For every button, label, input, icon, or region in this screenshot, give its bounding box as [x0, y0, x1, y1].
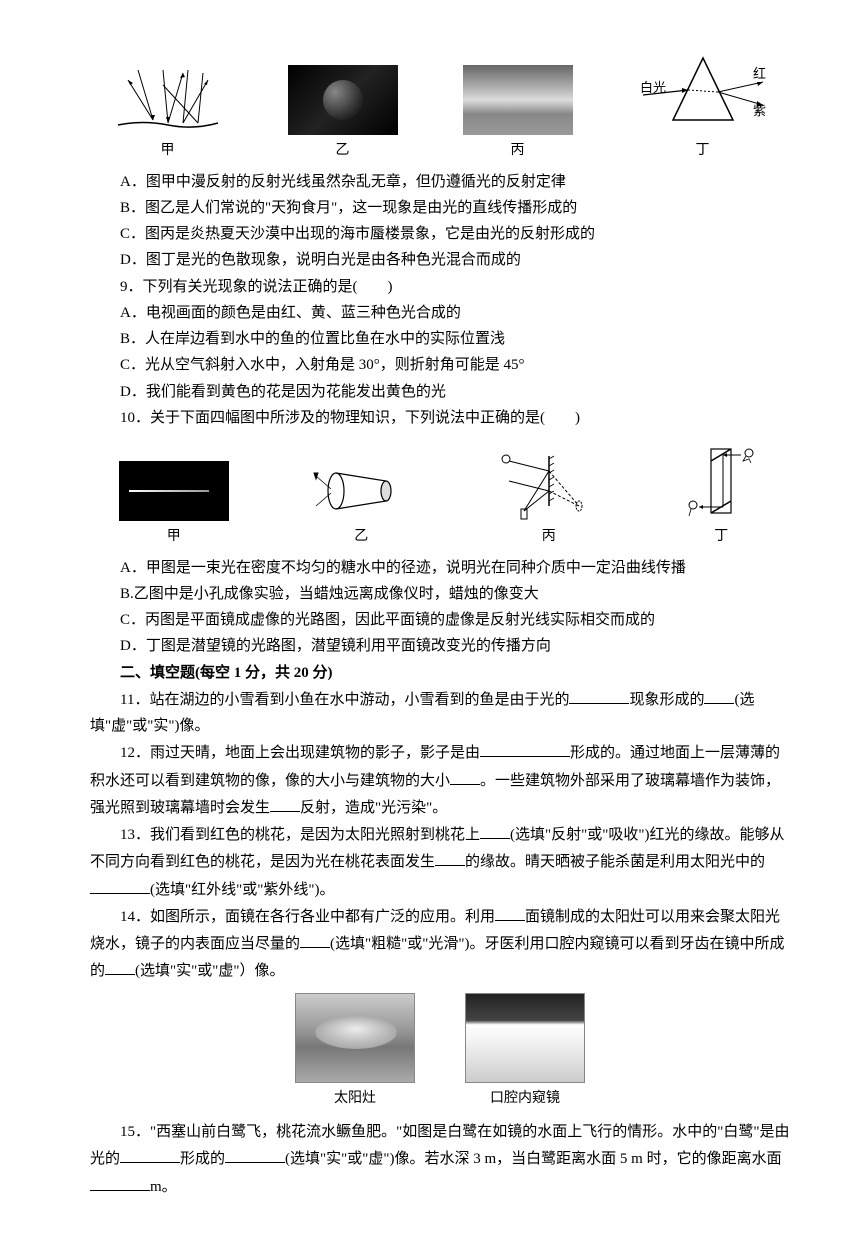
- q10-option-b: B.乙图中是小孔成像实验，当蜡烛远离成像仪时，蜡烛的像变大: [90, 581, 790, 607]
- periscope-icon: [681, 441, 761, 521]
- q10-label-ding: 丁: [714, 525, 728, 550]
- prism-label-violet: 紫: [753, 103, 766, 118]
- q15-blank3[interactable]: [90, 1173, 150, 1191]
- sugar-water-light-icon: [119, 461, 229, 521]
- q10-figure-bing: 丙: [494, 451, 604, 550]
- q14-p4: (选填"实"或"虚"）像。: [135, 963, 285, 979]
- diffuse-reflection-icon: [113, 65, 223, 135]
- figure-label-yi: 乙: [336, 139, 350, 164]
- q11-text: 11．站在湖边的小雪看到小鱼在水中游动，小雪看到的鱼是由于光的现象形成的(选填"…: [90, 686, 790, 740]
- q13-p3: 的缘故。晴天晒被子能杀菌是利用太阳光中的: [465, 854, 765, 870]
- solar-cooker-icon: [295, 993, 415, 1083]
- figure-label-bing: 丙: [511, 139, 525, 164]
- q8-option-d: D．图丁是光的色散现象，说明白光是由各种色光混合而成的: [90, 247, 790, 273]
- q10-stem: 10．关于下面四幅图中所涉及的物理知识，下列说法中正确的是( ): [90, 405, 790, 431]
- q14-figure-dental: 口腔内窥镜: [465, 993, 585, 1112]
- q11-p2: 现象形成的: [629, 692, 704, 708]
- q8-option-b: B．图乙是人们常说的"天狗食月"，这一现象是由光的直线传播形成的: [90, 195, 790, 221]
- q9-option-d: D．我们能看到黄色的花是因为花能发出黄色的光: [90, 379, 790, 405]
- q9-option-b: B．人在岸边看到水中的鱼的位置比鱼在水中的实际位置浅: [90, 326, 790, 352]
- plane-mirror-icon: [494, 451, 604, 521]
- q9-stem: 9．下列有关光现象的说法正确的是( ): [90, 274, 790, 300]
- q14-label-dental: 口腔内窥镜: [490, 1087, 560, 1112]
- figure-jia: 甲: [113, 65, 223, 164]
- q15-text: 15．"西塞山前白鹭飞，桃花流水鳜鱼肥。"如图是白鹭在如镜的水面上飞行的情形。水…: [90, 1119, 790, 1200]
- figure-ding: 白光 红 紫 丁: [638, 50, 768, 164]
- figure-row-q10: 甲 乙: [90, 441, 790, 550]
- q13-blank2[interactable]: [435, 848, 465, 866]
- q15-p4: m。: [150, 1179, 177, 1195]
- q15-p2: 形成的: [180, 1151, 225, 1167]
- q9-option-a: A．电视画面的颜色是由红、黄、蓝三种色光合成的: [90, 300, 790, 326]
- q8-option-a: A．图甲中漫反射的反射光线虽然杂乱无章，但仍遵循光的反射定律: [90, 169, 790, 195]
- q15-p3: (选填"实"或"虚")像。若水深 3 m，当白鹭距离水面 5 m 时，它的像距离…: [285, 1151, 782, 1167]
- q13-p1: 13．我们看到红色的桃花，是因为太阳光照射到桃花上: [120, 827, 480, 843]
- q10-label-bing: 丙: [542, 525, 556, 550]
- q10-option-a: A．甲图是一束光在密度不均匀的糖水中的径迹，说明光在同种介质中一定沿曲线传播: [90, 555, 790, 581]
- q14-figure-solar: 太阳灶: [295, 993, 415, 1112]
- q10-figure-jia: 甲: [119, 461, 229, 550]
- q12-blank1[interactable]: [480, 739, 570, 757]
- q14-blank2[interactable]: [300, 930, 330, 948]
- figure-row-q14: 太阳灶 口腔内窥镜: [90, 993, 790, 1112]
- q12-blank3[interactable]: [270, 794, 300, 812]
- q8-option-c: C．图丙是炎热夏天沙漠中出现的海市蜃楼景象，它是由光的反射形成的: [90, 221, 790, 247]
- mirage-sky-icon: [463, 65, 573, 135]
- prism-dispersion-icon: 白光 红 紫: [638, 50, 768, 135]
- q15-blank1[interactable]: [120, 1145, 180, 1163]
- prism-label-red: 红: [753, 66, 766, 81]
- figure-yi: 乙: [288, 65, 398, 164]
- q14-blank1[interactable]: [495, 903, 525, 921]
- q10-figure-ding: 丁: [681, 441, 761, 550]
- q11-blank2[interactable]: [704, 686, 734, 704]
- pinhole-camera-icon: [306, 461, 416, 521]
- q12-p4: 反射，造成"光污染"。: [300, 800, 447, 816]
- q10-option-c: C．丙图是平面镜成虚像的光路图，因此平面镜的虚像是反射光线实际相交而成的: [90, 607, 790, 633]
- q12-text: 12．雨过天晴，地面上会出现建筑物的影子，影子是由形成的。通过地面上一层薄薄的积…: [90, 739, 790, 821]
- q13-p4: (选填"红外线"或"紫外线")。: [150, 882, 334, 898]
- q9-option-c: C．光从空气斜射入水中，入射角是 30°，则折射角可能是 45°: [90, 352, 790, 378]
- figure-label-jia: 甲: [161, 139, 175, 164]
- q10-figure-yi: 乙: [306, 461, 416, 550]
- q10-option-d: D．丁图是潜望镜的光路图，潜望镜利用平面镜改变光的传播方向: [90, 633, 790, 659]
- moon-eclipse-icon: [288, 65, 398, 135]
- q14-label-solar: 太阳灶: [334, 1087, 376, 1112]
- dental-mirror-icon: [465, 993, 585, 1083]
- q14-blank3[interactable]: [105, 957, 135, 975]
- q10-label-yi: 乙: [354, 525, 368, 550]
- q12-blank2[interactable]: [450, 767, 480, 785]
- q13-blank3[interactable]: [90, 876, 150, 894]
- figure-row-q8: 甲 乙 丙 白光 红 紫 丁: [90, 50, 790, 164]
- section2-heading: 二、填空题(每空 1 分，共 20 分): [90, 660, 790, 686]
- q10-label-jia: 甲: [167, 525, 181, 550]
- prism-label-white: 白光: [640, 80, 666, 95]
- q13-blank1[interactable]: [480, 821, 510, 839]
- q12-p1: 12．雨过天晴，地面上会出现建筑物的影子，影子是由: [120, 745, 480, 761]
- q11-p1: 11．站在湖边的小雪看到小鱼在水中游动，小雪看到的鱼是由于光的: [120, 692, 569, 708]
- q14-text: 14．如图所示，面镜在各行各业中都有广泛的应用。利用面镜制成的太阳灶可以用来会聚…: [90, 903, 790, 985]
- q13-text: 13．我们看到红色的桃花，是因为太阳光照射到桃花上(选填"反射"或"吸收")红光…: [90, 821, 790, 903]
- q11-blank1[interactable]: [569, 686, 629, 704]
- figure-bing: 丙: [463, 65, 573, 164]
- q14-p1: 14．如图所示，面镜在各行各业中都有广泛的应用。利用: [120, 909, 495, 925]
- q15-blank2[interactable]: [225, 1145, 285, 1163]
- figure-label-ding: 丁: [696, 139, 710, 164]
